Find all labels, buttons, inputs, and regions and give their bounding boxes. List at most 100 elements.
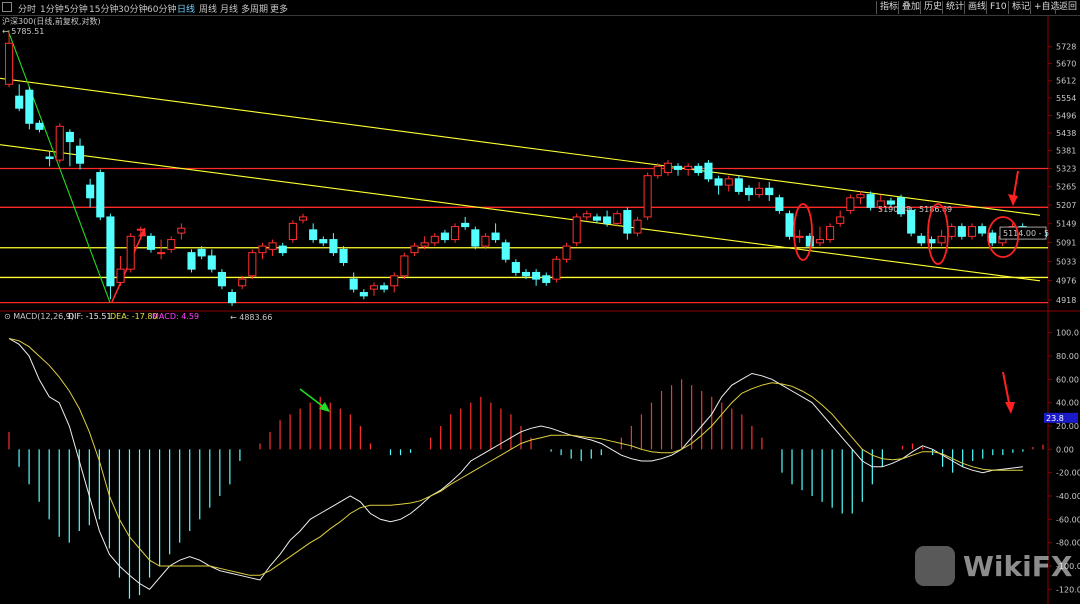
trend-line — [7, 30, 111, 303]
statistics-button[interactable]: 统计 — [942, 1, 967, 14]
tab-60min[interactable]: 60分钟 — [147, 5, 177, 15]
candle-body — [765, 187, 774, 196]
overlay-button[interactable]: 叠加 — [898, 1, 923, 14]
last-price-label: 5114.00 - 5 — [1003, 229, 1049, 238]
tab-15min[interactable]: 15分钟 — [89, 5, 119, 15]
candle-body — [967, 226, 977, 237]
mark-button[interactable]: 标记 — [1008, 1, 1033, 14]
candle-body — [339, 248, 348, 264]
y-tick-label: 5612 — [1056, 77, 1076, 86]
macd-dea: DEA: -17.80 — [110, 312, 158, 321]
candle-body — [795, 235, 804, 238]
candle-body — [673, 165, 683, 170]
down-arrow-head — [1008, 194, 1018, 206]
y-tick-label: 5496 — [1056, 111, 1076, 120]
y-tick-label: 4918 — [1056, 296, 1076, 305]
y-tick-label: 4976 — [1056, 276, 1076, 285]
candle-body — [471, 229, 480, 247]
candle-body — [96, 172, 105, 218]
macd-y-tick-label: -100.0 — [1056, 562, 1080, 571]
candle-body — [319, 239, 328, 244]
candle-body — [491, 232, 500, 241]
y-tick-label: 5670 — [1056, 60, 1076, 69]
y-tick-label: 5265 — [1056, 183, 1076, 192]
tab-monthly[interactable]: 月线 — [220, 5, 239, 15]
candle-body — [603, 216, 612, 224]
candle-body — [633, 219, 642, 234]
tab-daily[interactable]: 日线 — [177, 5, 196, 15]
candle-body — [55, 125, 64, 161]
range-label: 5190.88 - 5186.69 — [878, 205, 952, 214]
tab-multi-period[interactable]: 多周期 — [241, 5, 269, 15]
candle-body — [714, 178, 723, 186]
candle-body — [613, 213, 622, 224]
dea-line — [8, 338, 1023, 576]
candle-body — [349, 278, 358, 290]
candle-body — [734, 178, 743, 192]
candle-body — [288, 222, 297, 241]
candle-body — [744, 187, 754, 196]
candle-body — [694, 165, 703, 174]
candle-body — [896, 197, 906, 215]
candle-body — [957, 226, 966, 237]
highlight-ellipse — [987, 216, 1019, 258]
candle-body — [572, 216, 581, 244]
macd-y-tick-label: 100.0 — [1056, 329, 1079, 338]
candle-body — [228, 291, 237, 304]
candle-body — [866, 194, 875, 208]
candle-body — [501, 242, 510, 260]
candle-body — [653, 165, 662, 177]
menu-icon[interactable] — [2, 2, 12, 12]
macd-value-box — [1044, 412, 1078, 423]
candle-body — [359, 291, 368, 297]
draw-line-button[interactable]: 画线 — [964, 1, 989, 14]
candle-body — [663, 162, 672, 174]
tab-intraday[interactable]: 分时 — [18, 5, 37, 15]
candle-body — [106, 216, 115, 287]
candle-body — [481, 235, 490, 247]
highlight-ellipse — [793, 203, 813, 261]
candle-body — [136, 228, 145, 231]
tab-30min[interactable]: 30分钟 — [118, 5, 148, 15]
candle-body — [177, 227, 186, 234]
trend-line — [0, 77, 1041, 216]
candle-body — [805, 235, 814, 247]
macd-green-arrow — [299, 388, 326, 409]
y-tick-label: 5728 — [1056, 43, 1076, 52]
candle-body — [937, 235, 946, 244]
candle-body — [785, 213, 794, 237]
indicator-button[interactable]: 指标 — [876, 1, 901, 14]
candle-body — [684, 165, 693, 170]
kline-chart[interactable]: 沪深300(日线,前复权,对数)← 5785.51 5728 5670 5612 555… — [0, 16, 1080, 604]
trend-line — [0, 144, 1041, 282]
candle-body — [75, 145, 85, 164]
candle-body — [815, 239, 824, 244]
back-button[interactable]: 返回 — [1055, 1, 1080, 14]
tab-1min[interactable]: 1分钟 — [40, 5, 64, 15]
history-button[interactable]: 历史 — [920, 1, 945, 14]
f10-button[interactable]: F10 — [986, 1, 1010, 14]
candle-body — [126, 235, 135, 270]
candle-body — [532, 271, 541, 280]
candle-body — [167, 239, 176, 250]
candle-body — [238, 278, 247, 287]
period-toolbar: 分时 1分钟 5分钟 15分钟 30分钟 60分钟 日线 周线 月线 多周期 更… — [0, 0, 1080, 16]
candle-body — [329, 239, 338, 254]
candle-body — [268, 242, 277, 250]
tab-5min[interactable]: 5分钟 — [64, 5, 88, 15]
candle-body — [988, 232, 997, 244]
candle-body — [582, 213, 591, 218]
candle-body — [461, 222, 470, 228]
macd-y-tick-label: -80.00 — [1056, 539, 1080, 548]
tab-more[interactable]: 更多 — [270, 5, 289, 15]
tab-weekly[interactable]: 周线 — [199, 5, 218, 15]
candle-body — [592, 216, 601, 221]
candle-body — [298, 216, 308, 221]
add-watchlist-button[interactable]: +自选 — [1030, 1, 1063, 14]
y-tick-label: 5438 — [1056, 129, 1076, 138]
candle-body — [836, 216, 845, 224]
candle-body — [65, 131, 74, 143]
macd-green-arrow-head — [319, 402, 330, 412]
macd-y-tick-label: 0.00 — [1056, 445, 1074, 454]
candle-body — [380, 285, 389, 290]
